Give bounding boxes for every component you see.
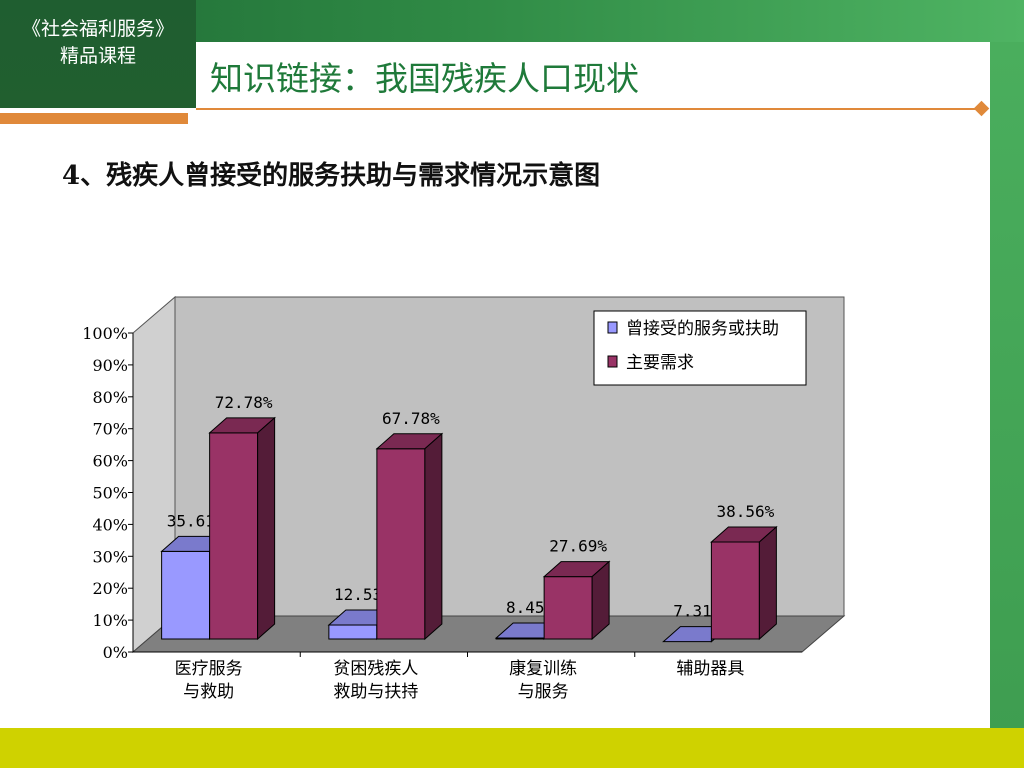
y-tick-label: 30% xyxy=(92,547,128,566)
chart-heading: 4、残疾人曾接受的服务扶助与需求情况示意图 xyxy=(62,161,601,191)
data-label: 67.78% xyxy=(382,409,440,428)
legend-swatch xyxy=(607,321,618,334)
bar-side xyxy=(758,525,777,641)
data-label: 72.78% xyxy=(215,393,273,412)
bar-front xyxy=(209,432,259,640)
bar-side xyxy=(591,560,610,641)
bar-side xyxy=(424,432,443,641)
y-tick-label: 80% xyxy=(92,388,128,407)
category-label: 贫困残疾人 xyxy=(333,659,418,679)
course-subtitle: 精品课程 xyxy=(59,45,136,67)
bar-side xyxy=(257,416,276,641)
legend-label: 主要需求 xyxy=(626,353,694,373)
y-tick-label: 90% xyxy=(92,356,128,375)
y-tick-label: 40% xyxy=(92,515,128,534)
category-label: 康复训练 xyxy=(509,659,577,679)
category-label: 与服务 xyxy=(518,682,569,702)
left-accent-strip xyxy=(0,113,188,124)
slide-title: 知识链接：我国残疾人口现状 xyxy=(210,59,639,98)
y-tick-label: 50% xyxy=(92,484,128,503)
data-label: 7.31% xyxy=(673,602,722,621)
bar-front xyxy=(543,576,593,640)
y-tick-label: 60% xyxy=(92,452,128,471)
data-label: 38.56% xyxy=(716,502,774,521)
bar-front xyxy=(710,541,760,640)
bar-front xyxy=(328,624,378,640)
category-label: 救助与扶持 xyxy=(333,682,418,702)
y-tick-label: 70% xyxy=(92,420,128,439)
y-tick-label: 100% xyxy=(82,324,128,343)
course-name: 《社会福利服务》 xyxy=(21,18,174,40)
footer-bar xyxy=(0,728,1024,768)
legend-swatch xyxy=(607,355,618,368)
y-tick-label: 20% xyxy=(92,579,128,598)
y-tick-label: 0% xyxy=(103,643,128,662)
title-panel xyxy=(196,42,990,108)
data-label: 27.69% xyxy=(549,537,607,556)
y-tick-label: 10% xyxy=(92,611,128,630)
course-badge: 《社会福利服务》 精品课程 xyxy=(0,0,196,108)
category-label: 辅助器具 xyxy=(676,659,744,679)
data-label: 8.45% xyxy=(506,598,555,617)
category-label: 医疗服务 xyxy=(175,659,243,679)
category-label: 与救助 xyxy=(183,682,234,702)
bar-front xyxy=(376,448,426,640)
bar-front xyxy=(161,550,211,640)
legend-box xyxy=(593,310,807,386)
right-accent-bar xyxy=(990,42,1024,752)
title-underline xyxy=(196,108,982,110)
legend-label: 曾接受的服务或扶助 xyxy=(626,319,779,339)
